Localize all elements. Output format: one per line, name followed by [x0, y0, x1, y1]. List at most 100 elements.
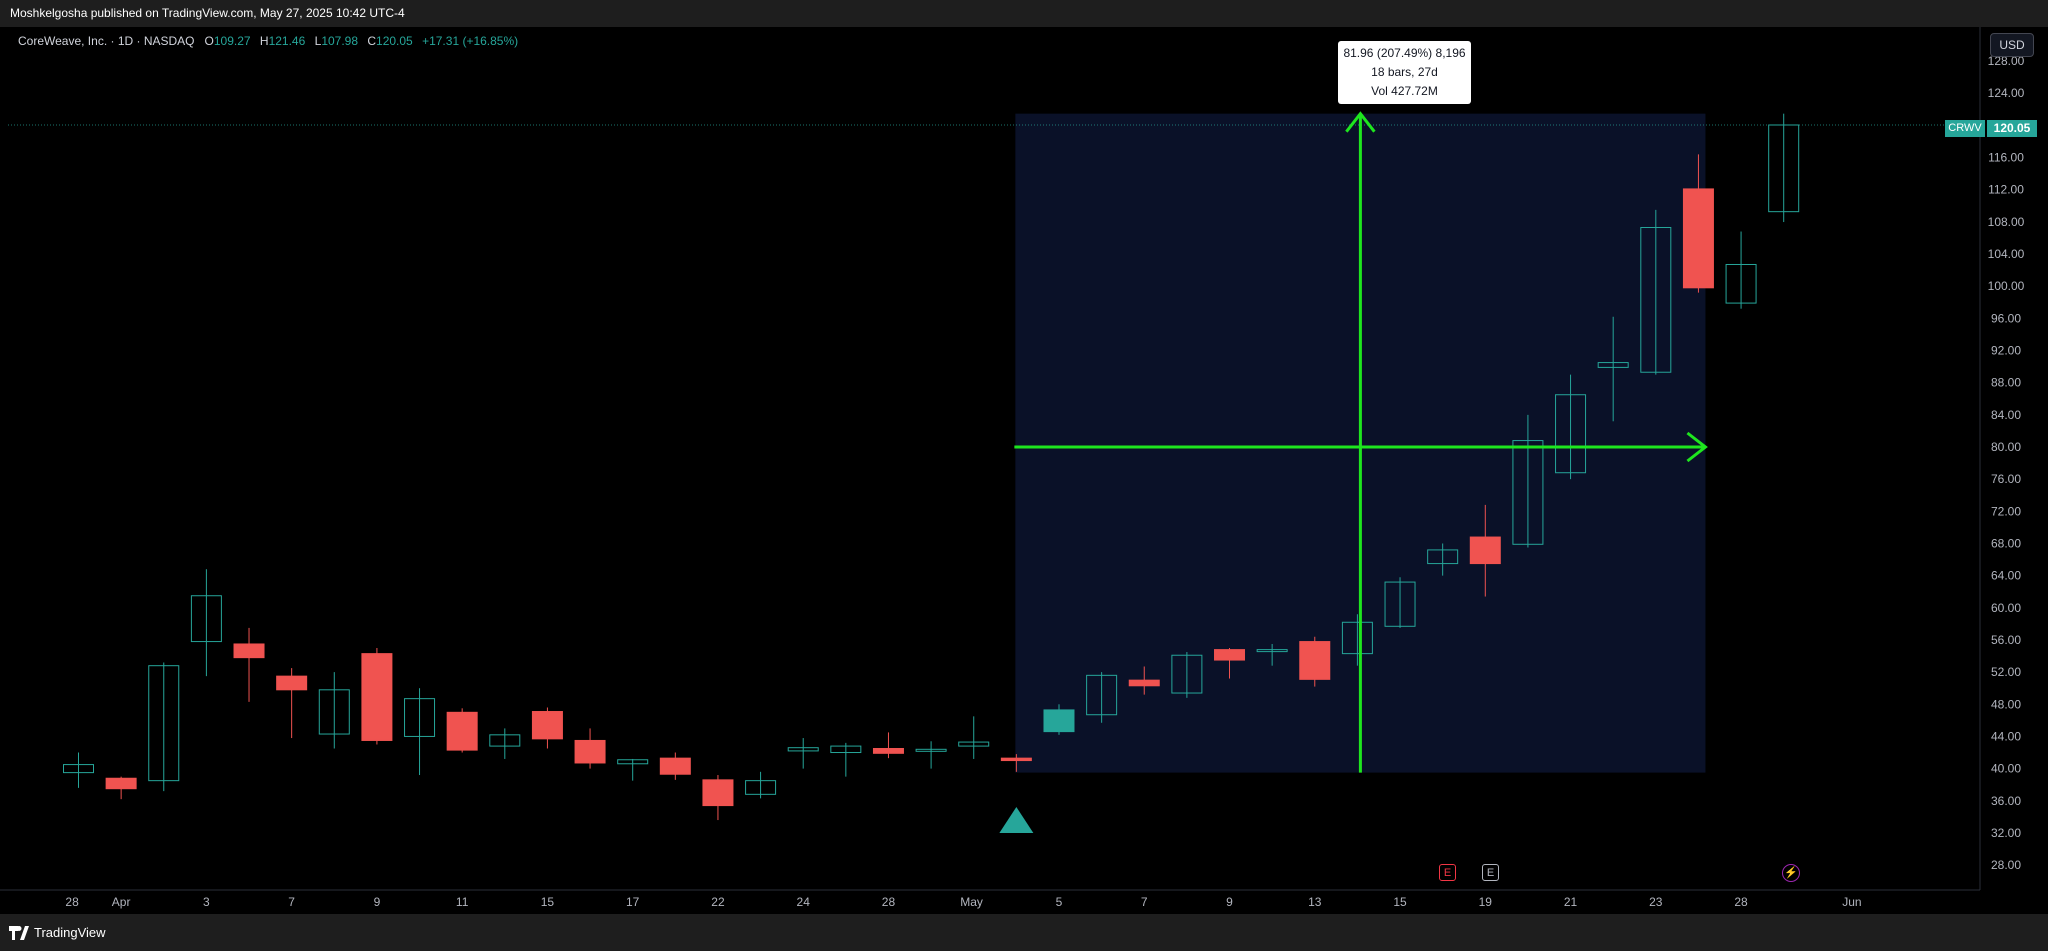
- low-label: L: [314, 34, 322, 48]
- publish-info: Moshkelgosha published on TradingView.co…: [10, 6, 405, 20]
- y-tick-label: 48.00: [1991, 697, 2021, 711]
- y-tick-label: 80.00: [1991, 440, 2021, 454]
- candle-body: [1597, 362, 1629, 368]
- x-tick-label: 21: [1564, 895, 1578, 909]
- symbol-title[interactable]: CoreWeave, Inc. · 1D · NASDAQ: [18, 34, 195, 48]
- y-tick-label: 60.00: [1991, 601, 2021, 615]
- candle-body: [105, 777, 137, 790]
- candle-body: [617, 759, 649, 765]
- y-tick-label: 124.00: [1988, 86, 2025, 100]
- y-tick-label: 96.00: [1991, 311, 2021, 325]
- high-value: 121.46: [268, 34, 306, 48]
- y-tick-label: 76.00: [1991, 472, 2021, 486]
- x-tick-label: 7: [1141, 895, 1148, 909]
- candle-body: [489, 734, 521, 747]
- x-tick-label: 11: [456, 895, 469, 909]
- candle-body: [745, 780, 777, 795]
- y-tick-label: 88.00: [1991, 376, 2021, 390]
- candle-body: [1512, 440, 1544, 545]
- candle-body: [1043, 709, 1075, 733]
- x-tick-label: 28: [1734, 895, 1748, 909]
- candle-body: [1555, 394, 1587, 474]
- close-label: C: [367, 34, 377, 48]
- y-tick-label: 84.00: [1991, 408, 2021, 422]
- candle-body: [787, 747, 819, 752]
- x-tick-label: May: [960, 895, 983, 909]
- candle-body: [1171, 654, 1203, 694]
- x-tick-label: 24: [797, 895, 811, 909]
- candlestick-chart[interactable]: 28.00 32.00 36.00 40.00 44.00 48.00 52.00 56.00…: [0, 27, 2048, 914]
- tradingview-logo-icon: [9, 926, 29, 940]
- candle-body: [1427, 549, 1459, 565]
- x-tick-label: 7: [288, 895, 295, 909]
- currency-button[interactable]: USD: [1990, 33, 2034, 57]
- x-tick-label: 5: [1056, 895, 1063, 909]
- candle-body: [872, 748, 904, 754]
- x-tick-label: 3: [203, 895, 210, 909]
- x-tick-label: 15: [1393, 895, 1407, 909]
- candle-body: [1384, 581, 1416, 627]
- publish-header: Moshkelgosha published on TradingView.co…: [0, 0, 2048, 27]
- symbol-price-tag: CRWV: [1945, 120, 1985, 137]
- candle-body: [1768, 124, 1800, 213]
- earnings-icon[interactable]: E: [1482, 864, 1499, 881]
- candle-body: [318, 689, 350, 735]
- candle-body: [1725, 263, 1757, 304]
- candle-body: [233, 643, 265, 659]
- x-tick-label: Jun: [1842, 895, 1861, 909]
- y-tick-label: 116.00: [1988, 151, 2024, 165]
- candle-body: [531, 711, 563, 740]
- footer: TradingView: [0, 914, 2048, 951]
- candle-body: [148, 665, 180, 782]
- measure-volume: Vol 427.72M: [1371, 84, 1438, 98]
- candle-body: [1682, 188, 1714, 289]
- candle-body: [1086, 674, 1118, 716]
- candle-body: [276, 675, 308, 691]
- y-tick-label: 28.00: [1991, 858, 2021, 872]
- candle-body: [958, 741, 990, 747]
- y-tick-label: 68.00: [1991, 536, 2021, 550]
- measure-right-arrow: [1686, 431, 1708, 463]
- candle-body: [446, 711, 478, 751]
- candle-body: [190, 595, 222, 643]
- y-tick-label: 56.00: [1991, 633, 2021, 647]
- y-tick-label: 100.00: [1988, 279, 2025, 293]
- low-value: 107.98: [321, 34, 359, 48]
- last-price-label: 120.05: [1987, 120, 2037, 137]
- lightning-icon[interactable]: ⚡: [1782, 864, 1800, 882]
- close-value: 120.05: [376, 34, 413, 48]
- y-tick-label: 44.00: [1991, 729, 2021, 743]
- candle-body: [702, 779, 734, 807]
- change-value: +17.31 (+16.85%): [422, 34, 519, 48]
- measure-price-change: 81.96 (207.49%) 8,196: [1343, 46, 1466, 60]
- candle-body: [361, 653, 393, 741]
- x-tick-label: 17: [626, 895, 640, 909]
- candle-body: [1341, 621, 1373, 655]
- x-tick-label: 28: [65, 895, 79, 909]
- y-tick-label: 92.00: [1991, 344, 2021, 358]
- y-tick-label: 108.00: [1988, 215, 2025, 229]
- high-label: H: [259, 34, 269, 48]
- candle-body: [1000, 757, 1032, 762]
- y-tick-label: 72.00: [1991, 504, 2021, 518]
- x-tick-label: 13: [1308, 895, 1322, 909]
- x-tick-label: 15: [541, 895, 555, 909]
- buy-signal-marker: [999, 807, 1034, 833]
- x-tick-label: Apr: [112, 895, 131, 909]
- candle-body: [1469, 536, 1501, 565]
- x-tick-label: 28: [882, 895, 896, 909]
- candle-body: [830, 745, 862, 754]
- y-tick-label: 40.00: [1991, 762, 2021, 776]
- open-label: O: [204, 34, 214, 48]
- y-tick-label: 52.00: [1991, 665, 2021, 679]
- brand-name: TradingView: [34, 925, 106, 940]
- symbol-legend[interactable]: CoreWeave, Inc. · 1D · NASDAQ O109.27 H1…: [18, 34, 524, 48]
- candle-body: [1214, 649, 1246, 661]
- measure-up-arrow: [1345, 111, 1376, 133]
- candle-body: [1128, 679, 1160, 687]
- candle-body: [659, 757, 691, 775]
- x-tick-label: 9: [1226, 895, 1233, 909]
- candle-body: [1256, 649, 1288, 653]
- candle-body: [1299, 641, 1331, 680]
- earnings-icon[interactable]: E: [1439, 864, 1456, 881]
